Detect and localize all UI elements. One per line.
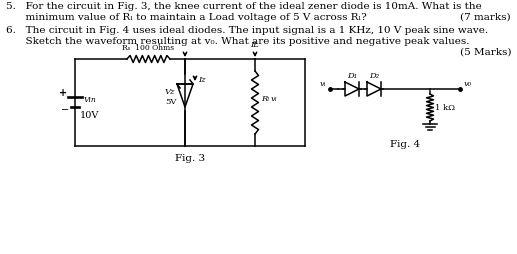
Text: 10V: 10V xyxy=(80,112,99,120)
Text: vₗ: vₗ xyxy=(271,95,278,103)
Text: D₁: D₁ xyxy=(347,72,357,80)
Text: Vz: Vz xyxy=(165,87,175,96)
Text: Iz: Iz xyxy=(198,76,206,84)
Text: Fig. 3: Fig. 3 xyxy=(175,154,205,163)
Text: 1 kΩ: 1 kΩ xyxy=(435,103,455,112)
Text: IL: IL xyxy=(251,41,260,49)
Text: Vin: Vin xyxy=(84,96,97,104)
Text: −: − xyxy=(61,105,69,115)
Text: 6.   The circuit in Fig. 4 uses ideal diodes. The input signal is a 1 KHz, 10 V : 6. The circuit in Fig. 4 uses ideal diod… xyxy=(6,26,488,35)
Text: D₂: D₂ xyxy=(369,72,379,80)
Text: (5 Marks): (5 Marks) xyxy=(460,48,511,57)
Text: +: + xyxy=(59,88,67,98)
Text: Fig. 4: Fig. 4 xyxy=(390,140,420,149)
Text: v₀: v₀ xyxy=(464,80,472,88)
Text: 5.   For the circuit in Fig. 3, the knee current of the ideal zener diode is 10m: 5. For the circuit in Fig. 3, the knee c… xyxy=(6,2,482,11)
Text: 5V: 5V xyxy=(165,98,176,105)
Text: Rₗ: Rₗ xyxy=(261,95,269,103)
Text: (7 marks): (7 marks) xyxy=(460,13,511,22)
Text: minimum value of Rₗ to maintain a Load voltage of 5 V across Rₗ?: minimum value of Rₗ to maintain a Load v… xyxy=(6,13,367,22)
Text: Rₛ  100 Ohms: Rₛ 100 Ohms xyxy=(122,44,174,52)
Text: vᵢ: vᵢ xyxy=(320,80,326,88)
Text: Sketch the waveform resulting at v₀. What are its positive and negative peak val: Sketch the waveform resulting at v₀. Wha… xyxy=(6,37,469,46)
